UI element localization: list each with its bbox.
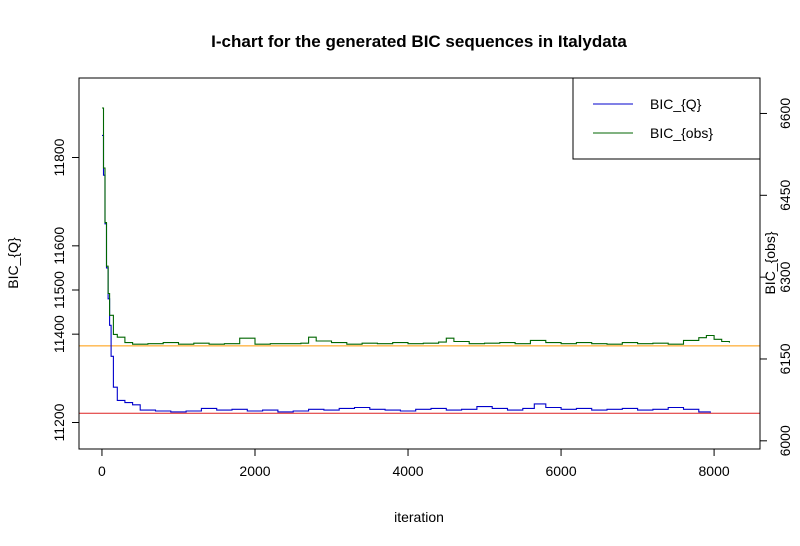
x-axis-label: iteration <box>394 509 444 525</box>
chart-title: I-chart for the generated BIC sequences … <box>211 32 627 51</box>
y-axis-left-label: BIC_{Q} <box>5 237 21 289</box>
y-left-tick-label: 11800 <box>51 138 67 176</box>
x-tick-label: 0 <box>98 463 106 479</box>
y-right-tick-label: 6600 <box>777 98 793 129</box>
y-left-tick-label: 11600 <box>51 227 67 265</box>
x-tick-label: 8000 <box>699 463 730 479</box>
y-axis-left: 11200 11400 11500 11600 11800 <box>51 138 80 441</box>
y-axis-right: 6000 6150 6300 6450 6600 <box>759 98 793 456</box>
x-tick-label: 2000 <box>239 463 270 479</box>
series-line-bic-obs <box>102 107 730 345</box>
y-axis-right-label: BIC_{obs} <box>762 231 778 294</box>
y-left-tick-label: 11400 <box>51 315 67 353</box>
x-tick-label: 4000 <box>392 463 423 479</box>
y-right-tick-label: 6300 <box>777 261 793 292</box>
y-right-tick-label: 6450 <box>777 180 793 211</box>
y-left-tick-label: 11500 <box>51 271 67 309</box>
reference-lines <box>79 345 760 414</box>
series-layer <box>102 107 730 413</box>
legend-label-bic-q: BIC_{Q} <box>650 96 702 112</box>
x-tick-label: 6000 <box>545 463 576 479</box>
legend: BIC_{Q} BIC_{obs} <box>572 77 761 160</box>
legend-box <box>572 77 761 160</box>
legend-label-bic-obs: BIC_{obs} <box>650 125 713 141</box>
y-left-tick-label: 11200 <box>51 403 67 441</box>
x-axis: 0 2000 4000 6000 8000 <box>98 448 730 479</box>
series-line-bic-q <box>102 134 711 413</box>
y-right-tick-label: 6150 <box>777 343 793 374</box>
y-right-tick-label: 6000 <box>777 425 793 456</box>
